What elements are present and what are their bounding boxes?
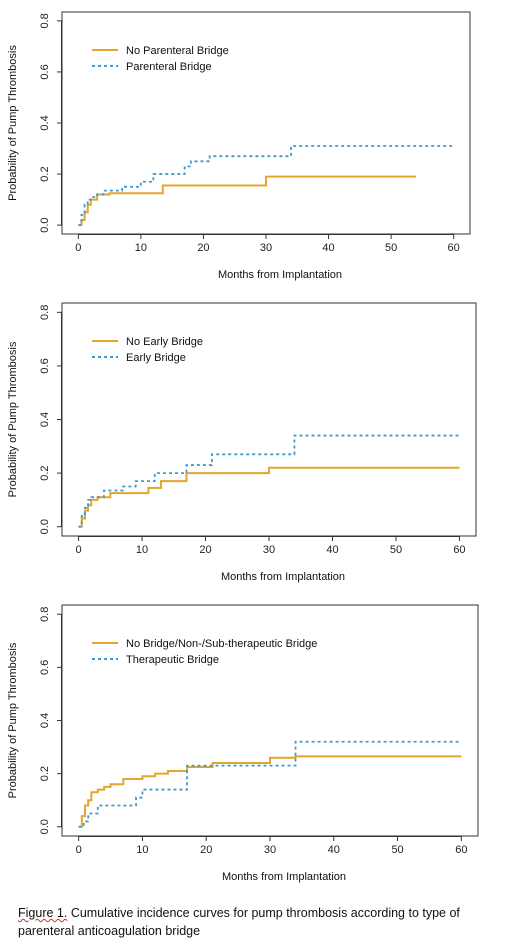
y-tick-label: 0.4 <box>39 713 51 728</box>
x-tick-label: 10 <box>135 242 147 254</box>
x-tick-label: 40 <box>322 242 334 254</box>
legend-label: Early Bridge <box>126 352 186 364</box>
y-tick-label: 0.2 <box>39 166 51 181</box>
x-tick-label: 60 <box>448 242 460 254</box>
y-tick-label: 0.6 <box>39 358 51 373</box>
x-axis-label: Months from Implantation <box>218 269 342 281</box>
plot-frame <box>61 302 477 537</box>
x-tick-label: 30 <box>263 544 275 556</box>
series-line-no-bridge <box>78 175 417 227</box>
figure-caption: Figure 1. Cumulative incidence curves fo… <box>18 904 518 940</box>
x-tick-label: 10 <box>136 544 148 556</box>
x-tick-label: 0 <box>75 544 81 556</box>
x-tick-label: 50 <box>385 242 397 254</box>
y-tick-label: 0.0 <box>39 519 51 534</box>
series-line-no-bridge <box>78 466 460 528</box>
series-line-bridge <box>78 740 462 828</box>
y-tick-label: 0.4 <box>39 412 51 427</box>
y-axis-label: Probability of Pump Thrombosis <box>7 341 19 497</box>
legend-label: No Bridge/Non-/Sub-therapeutic Bridge <box>126 638 317 650</box>
x-axis-label: Months from Implantation <box>221 571 345 583</box>
x-tick-label: 10 <box>136 844 148 856</box>
x-tick-label: 20 <box>197 242 209 254</box>
y-tick-label: 0.8 <box>39 13 51 28</box>
series-line-bridge <box>78 145 454 227</box>
figure-caption-text: Cumulative incidence curves for pump thr… <box>18 906 460 938</box>
series-line-no-bridge <box>78 755 462 828</box>
chart-panel-3: 0 10 20 30 40 50 60 0.0 0.2 0.4 0.6 0.8 Months from … <box>7 604 479 883</box>
legend-label: No Parenteral Bridge <box>126 45 229 57</box>
x-tick-label: 30 <box>260 242 272 254</box>
x-tick-label: 20 <box>200 844 212 856</box>
y-tick-label: 0.4 <box>39 115 51 130</box>
plot-frame <box>61 11 471 235</box>
x-tick-label: 20 <box>199 544 211 556</box>
y-tick-label: 0.0 <box>39 217 51 232</box>
x-tick-label: 30 <box>264 844 276 856</box>
figure-panels: 0 10 20 30 40 50 60 0.0 0.2 0.4 0.6 0.8 Months from … <box>7 11 479 883</box>
y-tick-label: 0.2 <box>39 766 51 781</box>
y-tick-label: 0.2 <box>39 465 51 480</box>
x-tick-label: 60 <box>453 544 465 556</box>
x-tick-label: 40 <box>328 844 340 856</box>
series-line-bridge <box>78 434 460 528</box>
y-tick-label: 0.8 <box>39 607 51 622</box>
x-axis-label: Months from Implantation <box>222 871 346 883</box>
legend-label: Therapeutic Bridge <box>126 654 219 666</box>
chart-panel-2: 0 10 20 30 40 50 60 0.0 0.2 0.4 0.6 0.8 Months from … <box>7 302 477 583</box>
legend-label: Parenteral Bridge <box>126 61 212 73</box>
x-tick-label: 40 <box>326 544 338 556</box>
y-axis-label: Probability of Pump Thrombosis <box>7 45 19 201</box>
y-axis-label: Probability of Pump Thrombosis <box>7 642 19 798</box>
y-tick-label: 0.8 <box>39 305 51 320</box>
x-tick-label: 50 <box>390 544 402 556</box>
x-tick-label: 0 <box>76 844 82 856</box>
x-tick-label: 60 <box>455 844 467 856</box>
y-tick-label: 0.6 <box>39 660 51 675</box>
y-tick-label: 0.0 <box>39 819 51 834</box>
chart-panel-1: 0 10 20 30 40 50 60 0.0 0.2 0.4 0.6 0.8 Months from … <box>7 11 471 281</box>
legend-label: No Early Bridge <box>126 336 203 348</box>
figure-caption-label: Figure 1. <box>18 906 68 920</box>
x-tick-label: 50 <box>391 844 403 856</box>
y-tick-label: 0.6 <box>39 64 51 79</box>
x-tick-label: 0 <box>75 242 81 254</box>
